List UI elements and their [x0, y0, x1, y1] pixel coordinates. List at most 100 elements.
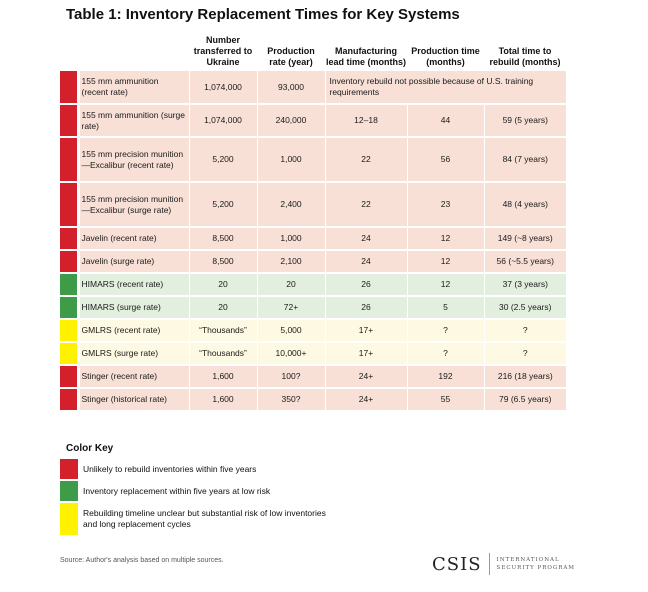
row-color-swatch: [60, 342, 80, 366]
production-rate-cell: 2,400: [257, 182, 326, 228]
header-system: [78, 30, 189, 71]
header-transferred: Number transferred to Ukraine: [193, 35, 253, 67]
table-row: Javelin (surge rate) 8,500 2,100 24 12 5…: [60, 250, 566, 274]
table-row: Stinger (recent rate) 1,600 100? 24+ 192…: [60, 365, 566, 389]
transferred-cell: 5,200: [189, 137, 258, 183]
transferred-cell: “Thousands”: [189, 342, 258, 366]
transferred-cell: 1,600: [189, 365, 258, 389]
table-row: GMLRS (recent rate) “Thousands” 5,000 17…: [60, 319, 566, 343]
lead-time-cell: 22: [325, 182, 408, 228]
header-lead-time: Manufacturing lead time (months): [326, 46, 407, 67]
table-row: GMLRS (surge rate) “Thousands” 10,000+ 1…: [60, 342, 566, 366]
row-color-swatch: [60, 319, 80, 343]
lead-time-cell: 12–18: [325, 104, 408, 138]
total-time-cell: 59 (5 years): [484, 104, 566, 138]
production-rate-cell: 10,000+: [257, 342, 326, 366]
transferred-cell: 5,200: [189, 182, 258, 228]
transferred-cell: 8,500: [189, 227, 258, 251]
production-time-cell: 23: [407, 182, 485, 228]
logo-subtitle-line1: INTERNATIONAL: [496, 557, 560, 563]
header-row: Number transferred to Ukraine Production…: [60, 30, 566, 71]
transferred-cell: 1,600: [189, 388, 258, 412]
table-row: 155 mm ammunition (recent rate) 1,074,00…: [60, 71, 566, 105]
production-time-cell: 56: [407, 137, 485, 183]
table-row: HIMARS (recent rate) 20 20 26 12 37 (3 y…: [60, 273, 566, 297]
production-rate-cell: 20: [257, 273, 326, 297]
lead-time-cell: 22: [325, 137, 408, 183]
system-name: Stinger (historical rate): [78, 388, 190, 412]
lead-time-cell: 24: [325, 250, 408, 274]
production-time-cell: 44: [407, 104, 485, 138]
lead-time-cell: 17+: [325, 342, 408, 366]
row-color-swatch: [60, 250, 80, 274]
key-label-red: Unlikely to rebuild inventories within f…: [83, 463, 257, 474]
header-swatch: [60, 30, 78, 71]
system-name: 155 mm precision munition—Excalibur (rec…: [78, 137, 190, 183]
row-color-swatch: [60, 71, 80, 105]
logo-subtitle: INTERNATIONAL SECURITY PROGRAM: [497, 556, 575, 572]
total-time-cell: 37 (3 years): [484, 273, 566, 297]
color-key-item-red: Unlikely to rebuild inventories within f…: [60, 459, 256, 479]
production-time-cell: ?: [407, 342, 485, 366]
row-color-swatch: [60, 296, 80, 320]
transferred-cell: “Thousands”: [189, 319, 258, 343]
system-name: HIMARS (recent rate): [78, 273, 190, 297]
system-name: 155 mm ammunition (recent rate): [78, 71, 190, 105]
production-rate-cell: 5,000: [257, 319, 326, 343]
production-rate-cell: 1,000: [257, 137, 326, 183]
production-rate-cell: 72+: [257, 296, 326, 320]
production-time-cell: 12: [407, 273, 485, 297]
total-time-cell: 149 (~8 years): [484, 227, 566, 251]
row-color-swatch: [60, 227, 80, 251]
system-name: Stinger (recent rate): [78, 365, 190, 389]
production-time-cell: 5: [407, 296, 485, 320]
transferred-cell: 1,074,000: [189, 71, 258, 105]
table-row: 155 mm precision munition—Excalibur (sur…: [60, 182, 566, 228]
lead-time-cell: 24+: [325, 388, 408, 412]
production-rate-cell: 2,100: [257, 250, 326, 274]
table-row: Stinger (historical rate) 1,600 350? 24+…: [60, 388, 566, 412]
logo-subtitle-line2: SECURITY PROGRAM: [496, 565, 576, 571]
production-rate-cell: 100?: [257, 365, 326, 389]
lead-time-cell: 24+: [325, 365, 408, 389]
csis-logo: CSIS INTERNATIONAL SECURITY PROGRAM: [432, 553, 575, 575]
system-name: HIMARS (surge rate): [78, 296, 190, 320]
header-total-time: Total time to rebuild (months): [489, 46, 561, 67]
total-time-cell: 79 (6.5 years): [484, 388, 566, 412]
transferred-cell: 20: [189, 273, 258, 297]
key-label-green: Inventory replacement within five years …: [83, 485, 271, 496]
lead-time-cell: 26: [325, 296, 408, 320]
header-production-rate: Production rate (year): [267, 46, 315, 67]
table-row: Javelin (recent rate) 8,500 1,000 24 12 …: [60, 227, 566, 251]
transferred-cell: 20: [189, 296, 258, 320]
table-row: 155 mm ammunition (surge rate) 1,074,000…: [60, 104, 566, 138]
lead-time-cell: 24: [325, 227, 408, 251]
total-time-cell: 84 (7 years): [484, 137, 566, 183]
total-time-cell: 56 (~5.5 years): [484, 250, 566, 274]
production-time-cell: ?: [407, 319, 485, 343]
system-name: GMLRS (recent rate): [78, 319, 190, 343]
table-row: HIMARS (surge rate) 20 72+ 26 5 30 (2.5 …: [60, 296, 566, 320]
production-rate-cell: 350?: [257, 388, 326, 412]
transferred-cell: 8,500: [189, 250, 258, 274]
production-rate-cell: 240,000: [257, 104, 326, 138]
row-color-swatch: [60, 104, 80, 138]
row-color-swatch: [60, 182, 80, 228]
lead-time-cell: 26: [325, 273, 408, 297]
total-time-cell: 30 (2.5 years): [484, 296, 566, 320]
key-swatch-red: [60, 459, 78, 479]
row-color-swatch: [60, 365, 80, 389]
inventory-table: Number transferred to Ukraine Production…: [60, 30, 566, 412]
key-swatch-yellow: [60, 503, 78, 535]
production-time-cell: 192: [407, 365, 485, 389]
transferred-cell: 1,074,000: [189, 104, 258, 138]
row-color-swatch: [60, 388, 80, 412]
production-time-cell: 12: [407, 250, 485, 274]
logo-divider: [488, 553, 490, 575]
system-name: 155 mm precision munition—Excalibur (sur…: [78, 182, 190, 228]
system-name: GMLRS (surge rate): [78, 342, 190, 366]
color-key-item-green: Inventory replacement within five years …: [60, 481, 270, 501]
key-label-yellow: Rebuilding timeline unclear but substant…: [83, 508, 326, 529]
source-note: Source: Author's analysis based on multi…: [60, 557, 224, 564]
total-time-cell: ?: [484, 342, 566, 366]
